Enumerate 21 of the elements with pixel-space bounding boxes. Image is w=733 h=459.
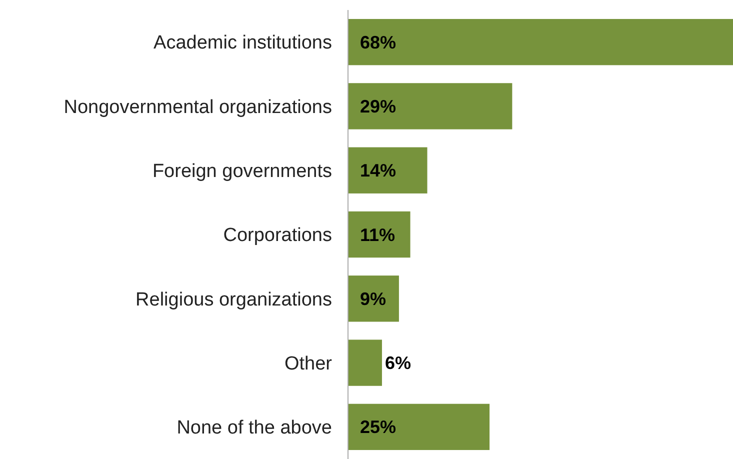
- y-tick-label: Nongovernmental organizations: [64, 96, 332, 118]
- bar: [348, 276, 399, 322]
- data-label: 25%: [360, 417, 396, 438]
- bar: [348, 340, 382, 386]
- y-tick-label: Religious organizations: [136, 289, 332, 310]
- data-label: 68%: [360, 32, 396, 52]
- data-label: 29%: [360, 96, 396, 117]
- y-tick-label: Academic institutions: [154, 32, 332, 54]
- bar: [348, 83, 512, 130]
- data-label: 6%: [384, 353, 411, 374]
- data-label: 9%: [360, 288, 386, 309]
- y-tick-label: Foreign governments: [152, 161, 332, 182]
- y-tick-label: Corporations: [223, 225, 332, 246]
- data-label: 11%: [360, 224, 396, 245]
- y-tick-label: Other: [284, 353, 333, 374]
- data-label: 14%: [360, 160, 396, 181]
- bar: [348, 18, 733, 66]
- bar: [348, 211, 410, 258]
- bar: [348, 147, 428, 194]
- bar: [348, 404, 490, 450]
- y-tick-label: None of the above: [176, 418, 332, 439]
